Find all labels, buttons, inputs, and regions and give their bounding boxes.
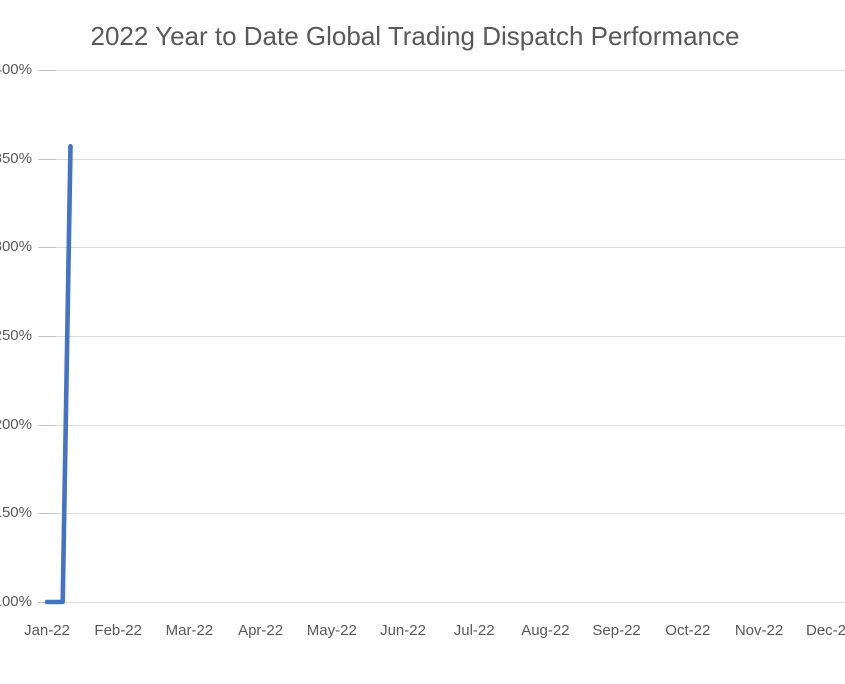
y-tick-label: 100% — [0, 593, 32, 610]
x-tick-label: Jun-22 — [380, 622, 426, 639]
gridline — [38, 424, 845, 426]
x-tick-label: Aug-22 — [521, 622, 570, 639]
y-tick-label: 200% — [0, 415, 32, 433]
gridline — [38, 602, 845, 603]
x-tick-label: Jul-22 — [453, 622, 495, 639]
x-tick-label: Oct-22 — [665, 622, 711, 639]
x-tick-label: Feb-22 — [94, 622, 142, 639]
x-tick-label: Sep-22 — [592, 622, 641, 639]
x-tick-label: Nov-22 — [734, 622, 784, 639]
x-tick-label: Jan-22 — [24, 622, 70, 639]
y-axis-tick-mark — [38, 513, 56, 515]
y-tick-label: 250% — [0, 327, 32, 344]
series-line — [44, 144, 73, 605]
y-axis-tick-mark — [38, 70, 56, 71]
y-tick-label: 400% — [0, 61, 32, 78]
y-axis-tick-mark — [38, 602, 56, 603]
y-axis-tick-mark — [38, 247, 56, 249]
x-tick-label: Mar-22 — [165, 622, 214, 639]
y-axis-tick-mark — [38, 336, 56, 337]
gridline — [38, 158, 845, 160]
y-tick-label: 150% — [0, 504, 32, 522]
gridline — [38, 513, 845, 515]
y-tick-label: 350% — [0, 149, 32, 167]
y-tick-label: 300% — [0, 238, 32, 256]
y-axis-tick-mark — [38, 158, 56, 160]
gridline — [38, 336, 845, 337]
x-tick-label: Apr-22 — [238, 622, 284, 639]
gridline — [38, 70, 845, 71]
gridline — [38, 247, 845, 249]
chart-title: 2022 Year to Date Global Trading Dispatc… — [90, 21, 740, 51]
x-tick-label: May-22 — [306, 622, 357, 639]
y-axis-tick-mark — [38, 424, 56, 426]
x-tick-label: Dec-22 — [806, 622, 845, 639]
